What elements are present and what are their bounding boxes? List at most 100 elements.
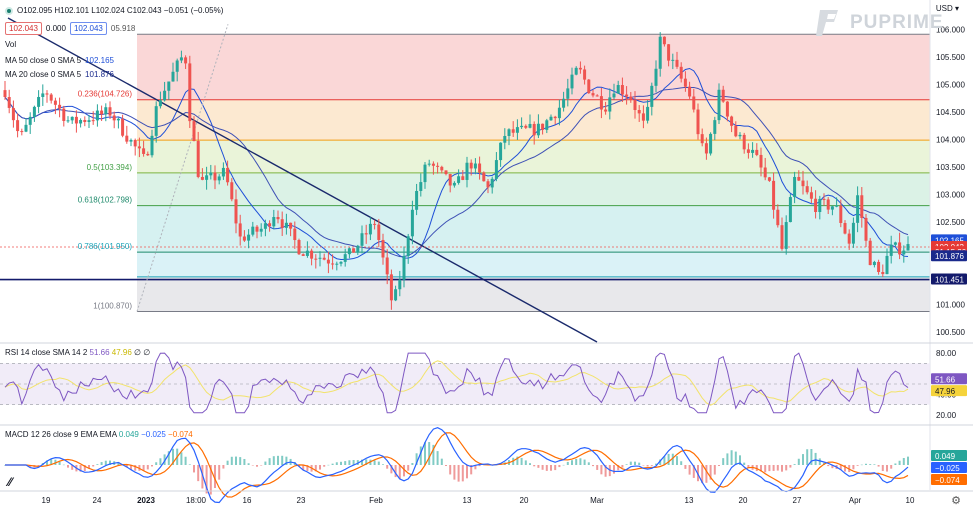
- macd-histogram-bar: [184, 456, 187, 465]
- macd-histogram-bar: [457, 465, 460, 482]
- volume-legend[interactable]: Vol: [5, 40, 16, 49]
- rsi-value: 51.66: [89, 348, 110, 357]
- macd-histogram-bar: [398, 465, 401, 479]
- rsi-tag-label: 51.66: [935, 375, 956, 384]
- macd-hist-value: 0.049: [118, 430, 139, 439]
- macd-histogram-bar: [130, 465, 132, 470]
- candle-body: [79, 119, 83, 124]
- candle-body: [326, 259, 330, 264]
- candle-body: [784, 222, 788, 249]
- candle-body: [612, 93, 616, 98]
- rsi-legend[interactable]: RSI 14 close SMA 14 2 51.66 47.96 ∅ ∅: [5, 348, 150, 357]
- macd-signal-value: −0.074: [168, 430, 193, 439]
- macd-pane: 0.049−0.025−0.074: [4, 427, 967, 504]
- candle-body: [356, 245, 360, 253]
- macd-histogram-bar: [869, 464, 872, 465]
- candle-body: [650, 85, 654, 107]
- macd-histogram-bar: [365, 459, 368, 465]
- buy-price-button[interactable]: 102.043: [69, 22, 107, 35]
- ma20-value: 101.876: [85, 70, 114, 79]
- candle-body: [314, 258, 318, 260]
- ma50-legend[interactable]: MA 50 close 0 SMA 5 102.165: [5, 56, 114, 65]
- candle-body: [70, 116, 74, 121]
- candle-body: [675, 59, 679, 67]
- sell-price-button[interactable]: 102.043: [5, 22, 42, 35]
- candle-body: [32, 106, 36, 117]
- candle-body: [121, 118, 125, 136]
- rsi-signal-value: 47.96: [111, 348, 132, 357]
- candle-body: [864, 217, 868, 241]
- macd-histogram-bar: [764, 465, 767, 473]
- candle-body: [662, 36, 666, 45]
- macd-histogram-bar: [151, 465, 153, 467]
- macd-histogram-bar: [638, 462, 641, 465]
- macd-histogram-bar: [583, 459, 586, 465]
- currency-selector[interactable]: USD ▾: [935, 4, 959, 13]
- time-axis-tick: 27: [793, 496, 802, 505]
- macd-histogram-bar: [100, 462, 103, 465]
- macd-tag-label: −0.025: [935, 464, 960, 473]
- candle-body: [457, 176, 461, 183]
- candle-body: [889, 244, 893, 256]
- candle-body: [263, 223, 267, 229]
- candle-body: [137, 146, 141, 149]
- macd-legend[interactable]: MACD 12 26 close 9 EMA EMA 0.049 −0.025 …: [5, 430, 193, 439]
- candle-body: [557, 107, 561, 119]
- candle-body: [578, 67, 582, 70]
- trendline-descending: [7, 17, 598, 343]
- macd-value: −0.025: [141, 430, 166, 439]
- candle-body: [696, 109, 700, 135]
- candle-body: [683, 78, 687, 87]
- macd-histogram-bar: [197, 465, 200, 482]
- macd-histogram-bar: [235, 456, 237, 465]
- macd-histogram-bar: [92, 465, 95, 467]
- candle-body: [175, 60, 179, 72]
- macd-histogram-bar: [881, 465, 884, 471]
- candle-body: [478, 163, 482, 173]
- time-axis-tick: 24: [93, 496, 102, 505]
- macd-histogram-bar: [50, 459, 53, 465]
- macd-histogram-bar: [71, 465, 74, 470]
- fibonacci-retracement: [137, 33, 930, 312]
- macd-histogram-bar: [46, 460, 48, 465]
- macd-histogram-bar: [335, 462, 338, 465]
- candle-body: [473, 163, 477, 169]
- candle-body: [524, 125, 528, 128]
- time-axis-tick: 18:00: [186, 496, 207, 505]
- macd-histogram-bar: [743, 462, 746, 465]
- macd-histogram-bar: [377, 461, 380, 465]
- candle-body: [339, 261, 343, 264]
- candle-body: [780, 225, 784, 249]
- macd-histogram-bar: [386, 465, 389, 469]
- candle-body: [797, 176, 801, 181]
- macd-line: [5, 427, 909, 504]
- candle-body: [49, 94, 53, 101]
- candle-body: [704, 143, 708, 154]
- fib-level-label: 0.618(102.798): [78, 196, 133, 205]
- candle-body: [536, 123, 540, 136]
- market-status-icon: [5, 6, 13, 15]
- candle-body: [717, 89, 721, 121]
- macd-histogram-bar: [361, 459, 363, 465]
- price-axis-tick: 101.000: [936, 300, 965, 309]
- settings-gear-icon[interactable]: ⚙: [951, 495, 961, 507]
- macd-histogram-bar: [545, 465, 548, 471]
- candle-body: [125, 135, 129, 142]
- macd-histogram-bar: [96, 464, 99, 465]
- candle-body: [625, 94, 629, 97]
- macd-histogram-bar: [344, 461, 347, 465]
- macd-histogram-bar: [323, 465, 326, 467]
- macd-histogram-bar: [600, 465, 603, 475]
- rsi-tag-box: [931, 385, 967, 397]
- candle-body: [196, 141, 200, 177]
- ma20-legend[interactable]: MA 20 close 0 SMA 5 101.876: [5, 70, 114, 79]
- candle-body: [272, 217, 276, 227]
- macd-histogram-bar: [58, 461, 61, 465]
- macd-histogram-bar: [671, 453, 674, 465]
- macd-histogram-bar: [445, 465, 447, 466]
- macd-histogram-bar: [739, 455, 741, 465]
- macd-histogram-bar: [806, 449, 809, 465]
- candle-body: [259, 228, 263, 232]
